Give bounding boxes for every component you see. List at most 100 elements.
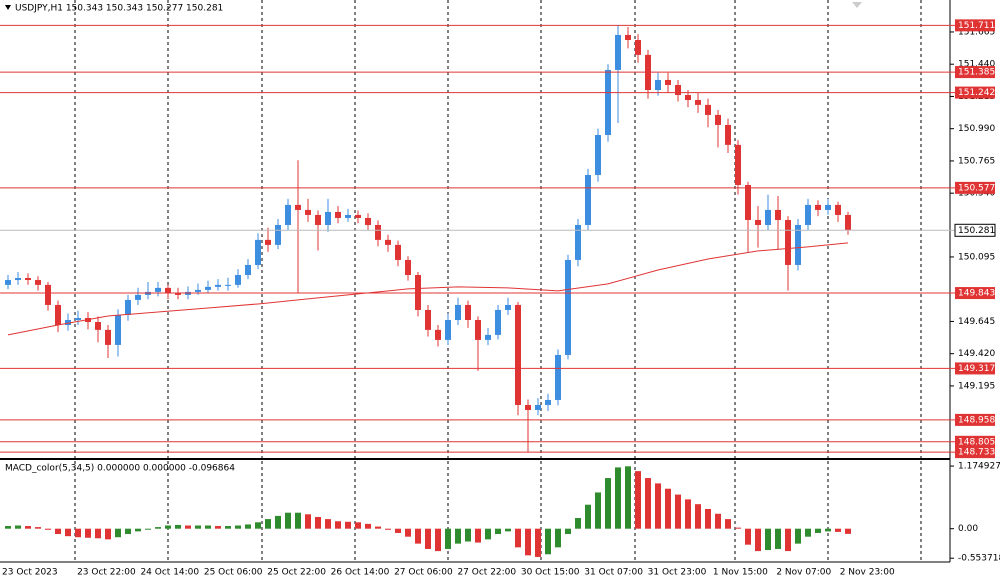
candle-body <box>65 319 71 326</box>
menu-arrow[interactable] <box>5 5 11 10</box>
macd-bar <box>665 488 671 529</box>
candle-body <box>805 204 811 225</box>
x-tick-label: 26 Oct 14:00 <box>331 568 390 578</box>
candle-body <box>205 286 211 290</box>
level-label: 149.843 <box>958 289 995 299</box>
level-label-box <box>955 66 995 79</box>
macd-bar <box>495 528 501 535</box>
level-label-box <box>955 287 995 300</box>
y-tick-label: 149.420 <box>958 349 995 359</box>
level-label-box <box>955 86 995 99</box>
macd-bar <box>295 512 301 529</box>
candle-body <box>725 124 731 145</box>
candle-body <box>95 322 101 330</box>
candle-body <box>385 239 391 245</box>
candle-body <box>35 280 41 285</box>
macd-bar <box>335 521 341 529</box>
macd-bar <box>95 528 101 539</box>
candle-body <box>455 304 461 320</box>
candle-body <box>295 204 301 210</box>
candle-body <box>475 319 481 340</box>
candle-body <box>355 214 361 218</box>
level-label-box <box>955 19 995 32</box>
candle-body <box>605 69 611 135</box>
candle-body <box>685 95 691 101</box>
candle-body <box>675 84 681 96</box>
candle-body <box>485 334 491 340</box>
macd-bar <box>475 528 481 543</box>
macd-bar <box>505 528 511 532</box>
candle-body <box>655 79 661 90</box>
level-label: 148.733 <box>958 448 995 458</box>
macd-bar <box>25 526 31 529</box>
macd-bar <box>655 483 661 529</box>
macd-bar <box>145 528 151 530</box>
level-label-box <box>955 435 995 448</box>
macd-bar <box>15 525 21 529</box>
scroll-arrow[interactable] <box>852 2 862 8</box>
candle-body <box>75 317 81 320</box>
macd-bar <box>5 526 11 529</box>
candle-body <box>665 79 671 85</box>
candle-body <box>415 275 421 310</box>
candle-body <box>125 299 131 315</box>
macd-bar <box>245 524 251 529</box>
y-tick-label: 149.645 <box>958 317 995 327</box>
macd-bar <box>45 528 51 530</box>
macd-bar <box>325 519 331 529</box>
macd-bar <box>265 519 271 529</box>
level-label: 151.242 <box>958 88 995 98</box>
macd-bar <box>55 528 61 535</box>
macd-bar <box>675 494 681 529</box>
candle-body <box>705 104 711 115</box>
candle-body <box>835 204 841 215</box>
candle-body <box>225 284 231 286</box>
macd-bar <box>225 526 231 529</box>
candle-body <box>545 399 551 405</box>
y-tick-label: 0.00 <box>958 524 978 534</box>
macd-bar <box>125 528 131 535</box>
level-label: 150.577 <box>958 183 995 193</box>
level-label: 151.711 <box>958 21 995 31</box>
candle-body <box>265 239 271 245</box>
macd-bar <box>165 525 171 529</box>
macd-bar <box>375 526 381 529</box>
macd-bar <box>615 467 621 529</box>
candle-body <box>105 329 111 345</box>
macd-bar <box>345 521 351 529</box>
macd-bar <box>555 528 561 548</box>
macd-bar <box>795 528 801 544</box>
candle-body <box>765 209 771 225</box>
candle-body <box>235 275 241 285</box>
macd-bar <box>355 522 361 529</box>
macd-bar <box>625 466 631 529</box>
macd-bar <box>735 527 741 529</box>
chart-title: USDJPY,H1 150.343 150.343 150.277 150.28… <box>15 4 223 14</box>
level-label: 148.958 <box>958 415 995 425</box>
candle-body <box>155 287 161 292</box>
candle-body <box>595 134 601 175</box>
y-tick-label: -0.553718 <box>958 554 1000 564</box>
macd-bar <box>385 528 391 530</box>
last-price-box <box>954 223 996 237</box>
x-tick-label: 2 Nov 07:00 <box>776 568 831 578</box>
level-label: 148.805 <box>958 437 995 447</box>
macd-bar <box>685 499 691 529</box>
macd-bar <box>805 528 811 537</box>
candle-body <box>405 259 411 276</box>
macd-bar <box>155 527 161 529</box>
macd-bar <box>75 528 81 538</box>
candle-body <box>275 224 281 245</box>
macd-bar <box>525 528 531 556</box>
macd-bar <box>195 525 201 529</box>
macd-bar <box>605 478 611 529</box>
macd-bar <box>435 528 441 552</box>
y-tick-label: 150.095 <box>958 252 995 262</box>
level-label: 149.317 <box>958 364 995 374</box>
candle-body <box>5 280 11 285</box>
candle-body <box>425 309 431 330</box>
macd-bar <box>715 513 721 529</box>
candle-body <box>195 289 201 292</box>
macd-bar <box>645 478 651 529</box>
